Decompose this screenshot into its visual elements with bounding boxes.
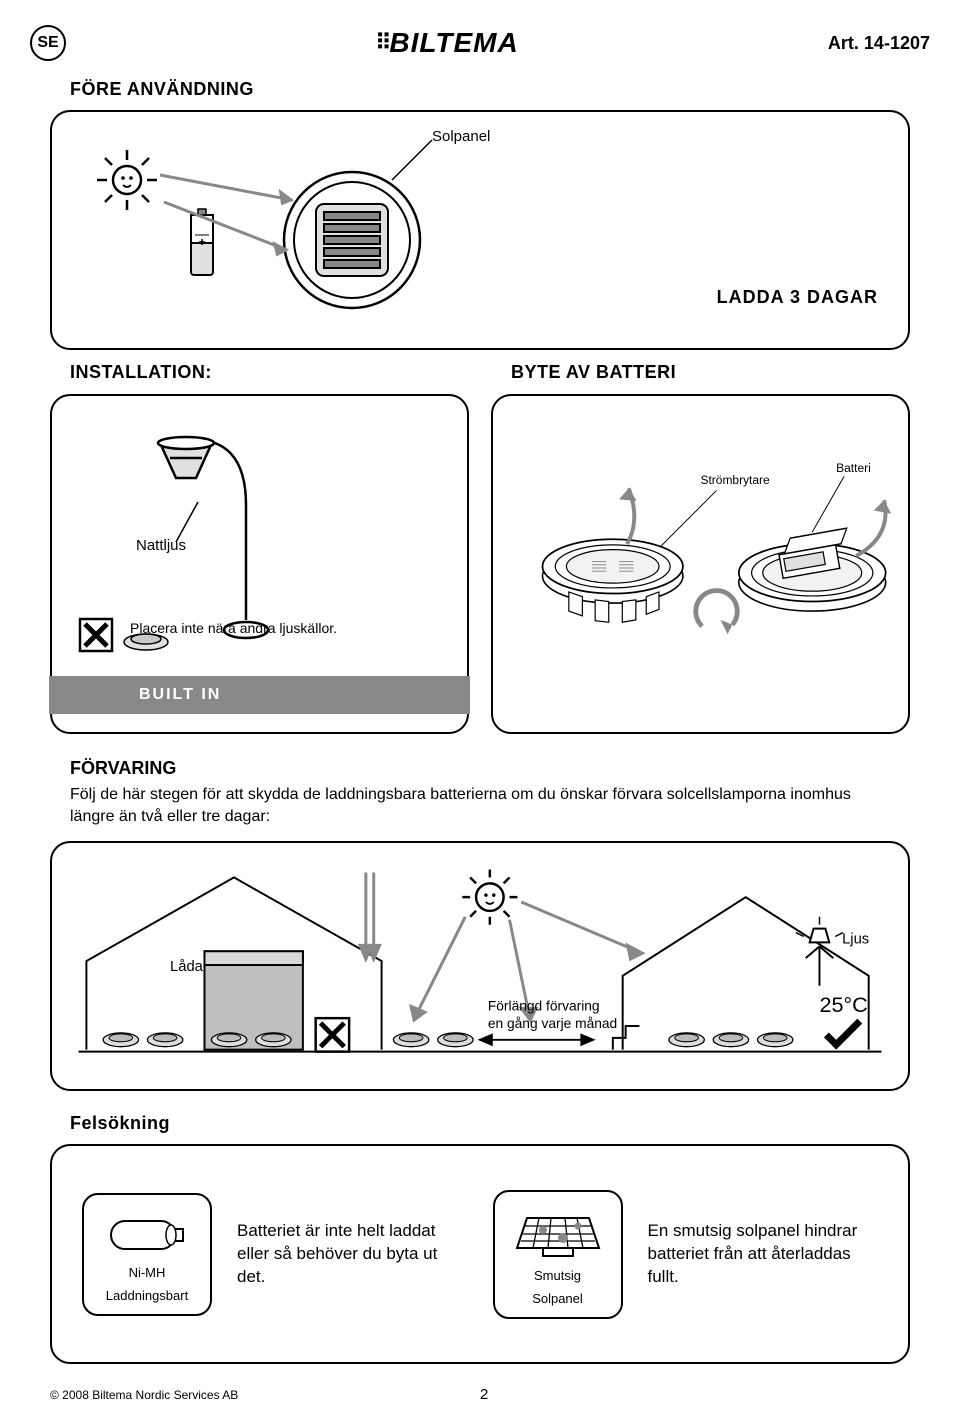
- battery-icon: [107, 1213, 187, 1257]
- language-code: SE: [37, 34, 58, 52]
- copyright: © 2008 Biltema Nordic Services AB: [50, 1388, 238, 1402]
- extended-storage-l1: Förlängd förvaring: [488, 999, 600, 1014]
- dirty-panel-text: En smutsig solpanel hindrar batteriet fr…: [648, 1220, 879, 1289]
- logo-icon: ⠿: [375, 30, 389, 56]
- placement-warning: Placera inte nära andra ljuskällor.: [130, 620, 337, 636]
- storage-title: FÖRVARING: [70, 756, 890, 780]
- light-label: Ljus: [842, 932, 869, 948]
- before-use-title: FÖRE ANVÄNDNING: [70, 79, 930, 100]
- rechargeable-label: Laddningsbart: [106, 1288, 188, 1304]
- temperature-label: 25°C: [819, 993, 867, 1018]
- battery-box: Ni-MH Laddningsbart: [82, 1193, 212, 1316]
- storage-panel: Låda: [50, 841, 910, 1091]
- language-badge: SE: [30, 25, 66, 61]
- troubleshooting-panel: Ni-MH Laddningsbart Batteriet är inte he…: [50, 1144, 910, 1364]
- logo-text: BILTEMA: [389, 27, 518, 58]
- battery-type-label: Ni-MH: [129, 1265, 166, 1281]
- before-use-panel: Solpanel: [50, 110, 910, 350]
- charge-days-label: LADDA 3 DAGAR: [717, 287, 878, 308]
- dirty-solarpanel-icon: [513, 1210, 603, 1260]
- article-number: Art. 14-1207: [828, 33, 930, 54]
- battery-trouble-text: Batteriet är inte helt laddat eller så b…: [237, 1220, 468, 1289]
- page-number: 2: [480, 1386, 488, 1403]
- box-label: Låda: [170, 959, 204, 975]
- storage-body: Följ de här stegen för att skydda de lad…: [70, 784, 890, 827]
- switch-label: Strömbrytare: [701, 473, 771, 487]
- built-in-label: BUILT IN: [139, 686, 221, 704]
- installation-illustration: Nattljus: [66, 410, 356, 720]
- storage-intro: FÖRVARING Följ de här stegen för att sky…: [70, 756, 890, 827]
- troubleshooting-title: Felsökning: [70, 1113, 930, 1134]
- battery-change-panel: BYTE AV BATTERI Strömbrytare Batteri: [491, 394, 910, 734]
- charge-illustration: [82, 130, 462, 330]
- storage-illustration: Låda: [52, 843, 908, 1089]
- dirty-label-1: Smutsig: [534, 1268, 581, 1284]
- dirty-panel-box: Smutsig Solpanel: [493, 1190, 623, 1319]
- built-in-bar: BUILT IN: [49, 676, 470, 714]
- page-footer: © 2008 Biltema Nordic Services AB 2: [50, 1386, 910, 1403]
- page-header: SE ⠿BILTEMA Art. 14-1207: [30, 25, 930, 61]
- battery-change-title: BYTE AV BATTERI: [511, 362, 676, 383]
- extended-storage-l2: en gång varje månad: [488, 1016, 617, 1031]
- battery-label: Batteri: [836, 461, 871, 475]
- nattljus-label: Nattljus: [136, 537, 186, 554]
- dirty-label-2: Solpanel: [532, 1291, 583, 1307]
- biltema-logo: ⠿BILTEMA: [375, 27, 518, 59]
- installation-panel: INSTALLATION: Nattljus: [50, 394, 469, 734]
- installation-title: INSTALLATION:: [70, 362, 212, 383]
- solpanel-label: Solpanel: [432, 128, 490, 145]
- battery-change-illustration: Strömbrytare Batteri: [493, 396, 908, 732]
